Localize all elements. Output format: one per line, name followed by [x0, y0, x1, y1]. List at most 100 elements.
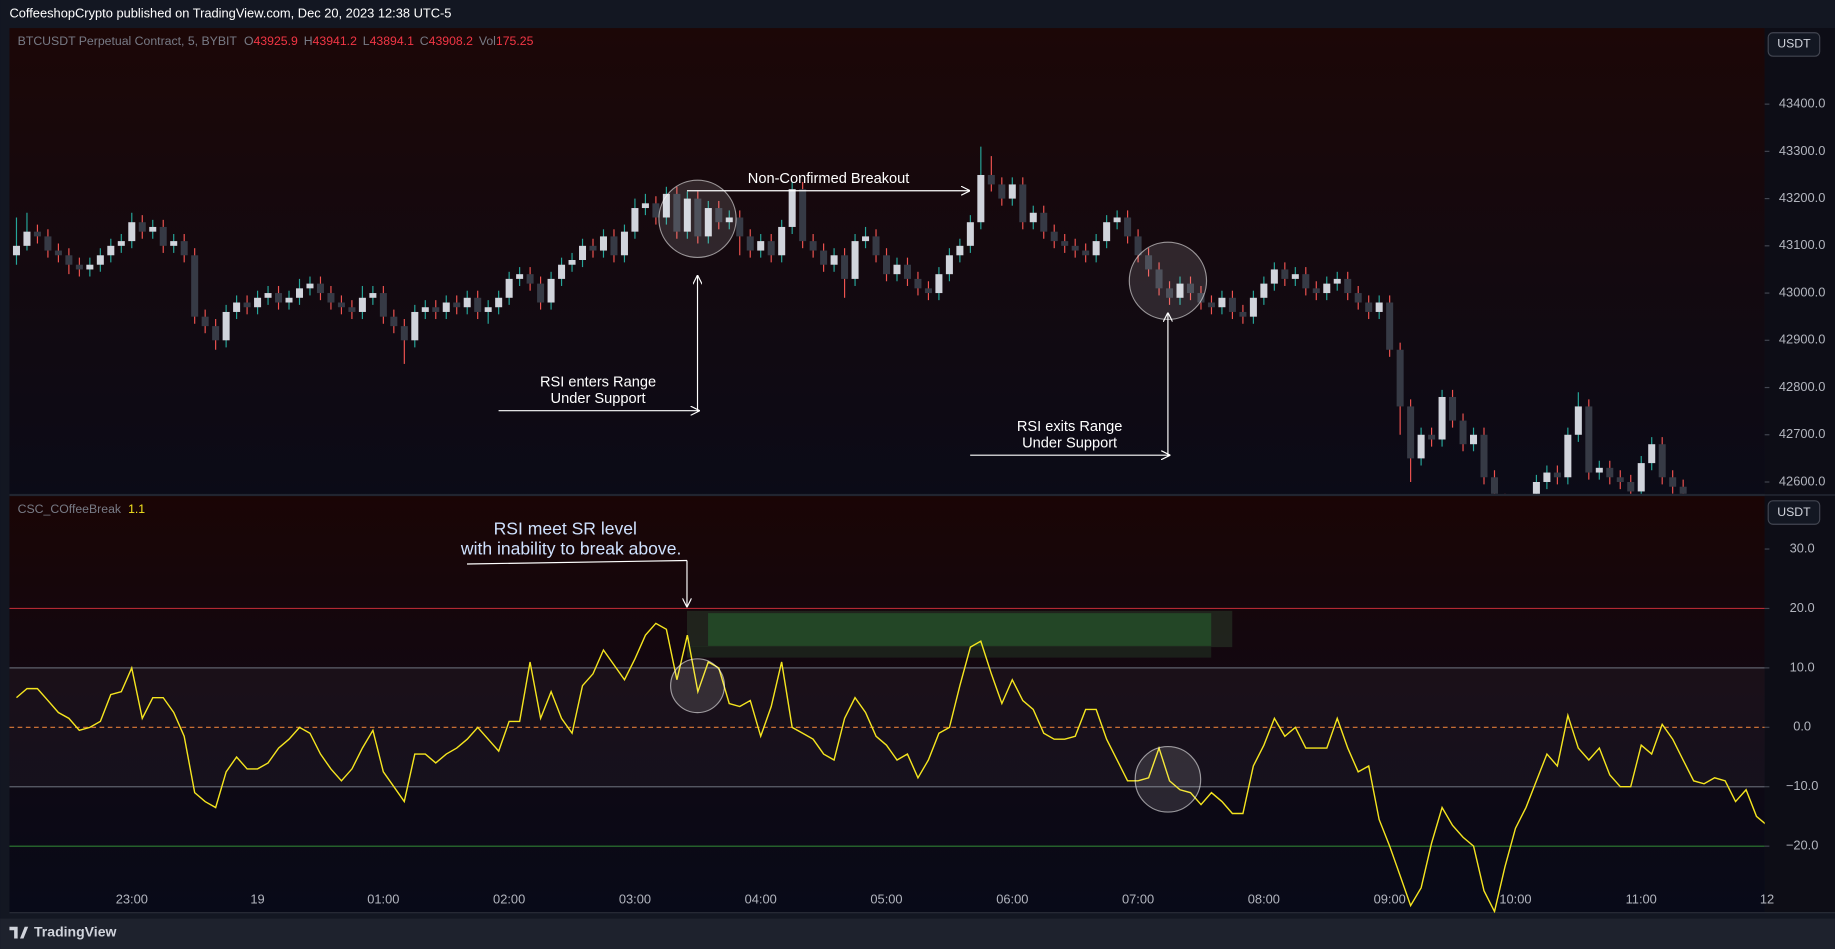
candle-body	[212, 326, 220, 341]
candle-body	[568, 260, 576, 265]
candle-body	[1375, 302, 1383, 312]
currency-badge[interactable]	[1767, 500, 1821, 525]
y-tick-label: 42700.0	[1779, 426, 1825, 441]
x-tick-label: 04:00	[745, 891, 777, 906]
highlight-circle	[670, 658, 726, 714]
symbol-legend: BTCUSDT Perpetual Contract, 5, BYBIT O439…	[18, 34, 534, 48]
candle-body	[914, 278, 922, 289]
candle-body	[442, 302, 450, 312]
candle-body	[799, 189, 807, 242]
candle-body	[1323, 283, 1331, 294]
candle-body	[159, 226, 167, 246]
candle-body	[1281, 269, 1289, 279]
candle-body	[138, 222, 146, 232]
candle-body	[1679, 486, 1687, 494]
candle-body	[264, 293, 272, 298]
candle-body	[400, 326, 408, 341]
x-tick-label: 12	[1760, 891, 1774, 906]
candle-body	[966, 222, 974, 246]
y-tick-label: 0.0	[1793, 719, 1811, 734]
indicator-name: CSC_COffeeBreak	[18, 502, 122, 516]
candle-body	[1249, 297, 1257, 317]
candle-body	[1449, 396, 1457, 421]
candle-body	[620, 231, 628, 256]
candle-body	[75, 264, 83, 270]
candle-body	[1417, 434, 1425, 459]
x-tick-label: 06:00	[996, 891, 1028, 906]
candle-body	[1186, 283, 1195, 294]
candle-body	[610, 236, 618, 256]
candle-body	[872, 236, 880, 256]
candle-body	[1459, 420, 1467, 445]
sr-zone-lower	[686, 645, 1212, 658]
candle-body	[1270, 269, 1278, 284]
y-tick-label: −20.0	[1786, 838, 1819, 853]
x-tick-label: 09:00	[1374, 891, 1406, 906]
candle-body	[1008, 184, 1016, 199]
candle-body	[44, 236, 52, 251]
candle-body	[1428, 434, 1436, 440]
legend-field-value: 175.25	[496, 34, 534, 48]
candle-body	[809, 241, 817, 251]
candle-body	[222, 311, 230, 341]
y-tick-label: −10.0	[1786, 778, 1819, 793]
candle-body	[33, 231, 41, 237]
candle-body	[1470, 434, 1478, 445]
highlight-circle	[658, 179, 737, 259]
candle-body	[704, 208, 712, 237]
candle-body	[170, 241, 178, 246]
legend-field-label: L	[363, 34, 370, 48]
candles	[12, 146, 1687, 494]
candle-body	[358, 297, 366, 312]
legend-field-label: Vol	[479, 34, 496, 48]
currency-badge[interactable]	[1767, 32, 1821, 57]
candle-body	[1553, 472, 1561, 478]
arrow	[466, 559, 687, 565]
candle-body	[421, 307, 429, 312]
candle-body	[379, 293, 387, 317]
annotation: with inability to break above.	[460, 539, 681, 559]
candle-body	[1386, 302, 1394, 350]
legend-field-label: H	[304, 34, 313, 48]
currency-label: USDT	[1777, 505, 1811, 519]
price-axis-bg	[1764, 28, 1835, 913]
candle-body	[1438, 396, 1446, 440]
candle-body	[746, 236, 754, 251]
rsi-levels	[9, 607, 1765, 847]
candle-body	[1344, 278, 1352, 294]
candle-body	[484, 307, 492, 312]
candle-body	[1260, 283, 1268, 298]
y-tick-label: 42800.0	[1779, 379, 1825, 394]
candle-body	[987, 174, 995, 185]
candle-body	[295, 288, 304, 298]
candle-body	[599, 236, 607, 251]
candle-body	[1627, 481, 1635, 492]
candle-body	[862, 236, 870, 242]
candle-body	[254, 297, 262, 308]
candle-body	[54, 250, 62, 256]
candle-body	[579, 245, 587, 261]
annotation: RSI meet SR level	[494, 519, 637, 539]
legend-field-value: 43941.2	[313, 34, 358, 48]
candle-body	[285, 297, 293, 303]
candle-body	[180, 241, 188, 256]
candle-body	[117, 241, 125, 246]
candle-body	[1228, 297, 1236, 312]
candle-body	[1207, 302, 1215, 308]
candle-body	[495, 297, 503, 308]
candle-body	[1407, 406, 1415, 459]
legend-field-value: 43908.2	[429, 34, 474, 48]
legend-field-value: 43894.1	[370, 34, 415, 48]
candle-body	[23, 231, 31, 246]
candle-body	[830, 255, 838, 265]
candle-body	[1396, 349, 1404, 407]
candle-body	[1616, 477, 1624, 482]
annotation: Under Support	[551, 391, 646, 407]
x-tick-label: 11:00	[1626, 891, 1657, 906]
candle-body	[1354, 293, 1362, 303]
candle-body	[1019, 184, 1027, 223]
x-tick-label: 19	[250, 891, 264, 906]
candle-body	[1637, 463, 1645, 492]
logo	[9, 926, 29, 939]
